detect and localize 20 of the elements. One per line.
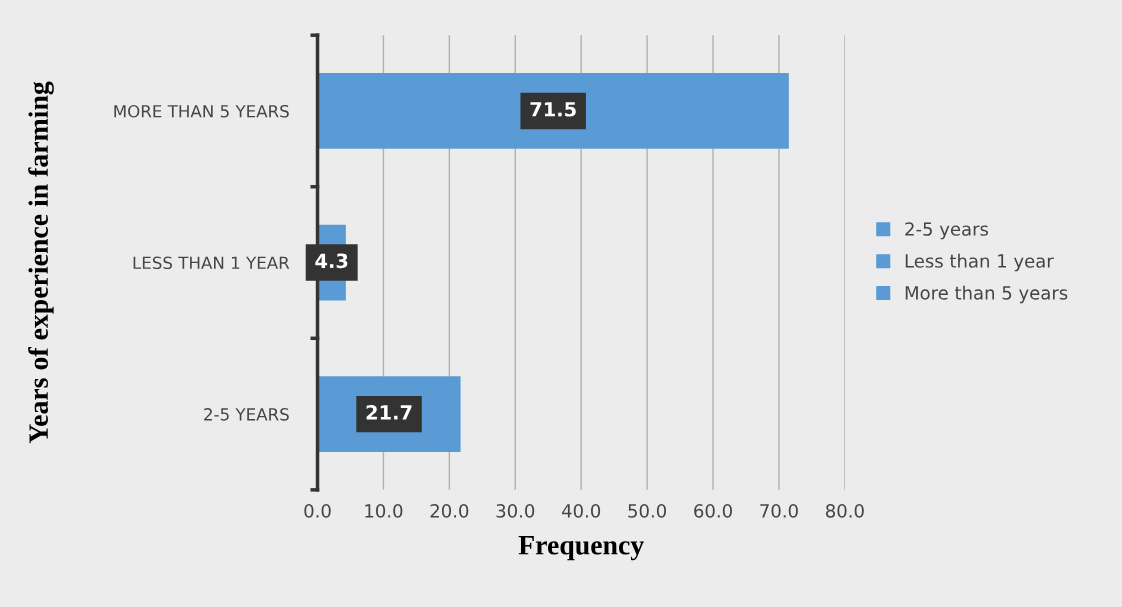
x-tick-label: 80.0 (825, 504, 864, 518)
data-label: 4.3 (315, 253, 348, 269)
x-tick-label: 50.0 (628, 504, 667, 518)
x-tick-label: 30.0 (496, 504, 535, 518)
x-tick-label: 70.0 (760, 504, 798, 518)
x-tick-label: 40.0 (561, 504, 601, 518)
y-axis-title: Years of experience in farming (28, 81, 54, 444)
data-label: 21.7 (366, 405, 412, 420)
x-tick-label: 10.0 (365, 504, 403, 518)
x-tick-label: 0.0 (304, 504, 331, 518)
y-tick-label: MORE THAN 5 YEARS (114, 104, 289, 118)
x-tick-label: 20.0 (430, 504, 469, 518)
legend-label: 2-5 years (905, 222, 989, 240)
legend-label: Less than 1 year (905, 253, 1054, 272)
x-axis-title: Frequency (518, 536, 644, 561)
y-tick-label: 2-5 YEARS (204, 408, 289, 421)
y-tick-label: LESS THAN 1 YEAR (133, 256, 290, 270)
legend-label: More than 5 years (905, 285, 1068, 304)
data-label: 71.5 (530, 102, 576, 117)
x-tick-label: 60.0 (694, 504, 732, 518)
